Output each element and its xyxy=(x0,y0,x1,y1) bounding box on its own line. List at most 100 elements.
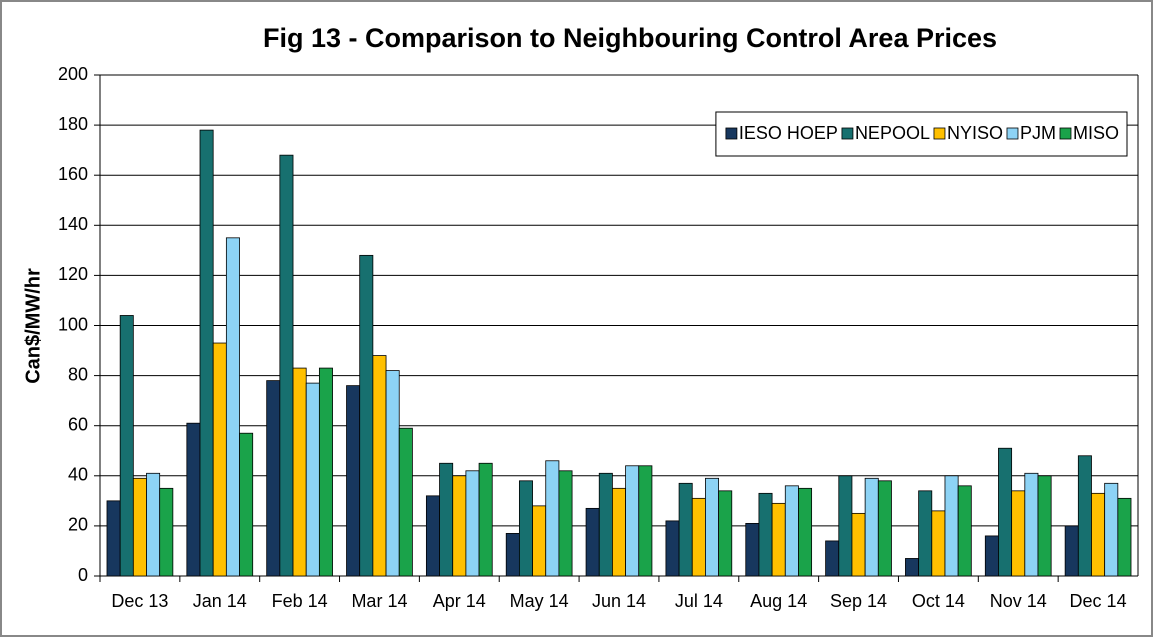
x-tick-label: Feb 14 xyxy=(272,591,328,611)
legend-swatch xyxy=(1059,127,1072,140)
y-tick-label: 200 xyxy=(58,64,88,84)
bar xyxy=(532,505,547,577)
bar xyxy=(625,465,640,577)
bar xyxy=(1091,492,1106,577)
legend: IESO HOEP NEPOOL NYISO PJM MISO xyxy=(715,111,1128,157)
y-axis-label: Can$/MW/hr xyxy=(22,268,44,384)
bar xyxy=(385,370,400,577)
bar xyxy=(1024,472,1039,577)
y-tick-label: 80 xyxy=(68,364,88,384)
bar xyxy=(132,477,147,577)
bar xyxy=(1064,525,1079,577)
legend-label: MISO xyxy=(1073,123,1119,143)
legend-box xyxy=(715,111,1128,157)
y-tick-label: 160 xyxy=(58,164,88,184)
legend-swatch xyxy=(933,127,946,140)
bar xyxy=(465,470,480,577)
x-tick-label: Aug 14 xyxy=(750,591,807,611)
bar xyxy=(798,487,813,577)
y-tick-label: 140 xyxy=(58,214,88,234)
bar xyxy=(478,462,493,577)
bar xyxy=(239,432,254,577)
bar xyxy=(718,490,733,577)
bar xyxy=(372,355,387,577)
legend-label: NEPOOL xyxy=(855,123,930,143)
legend-label: PJM xyxy=(1020,123,1056,143)
chart-title: Fig 13 - Comparison to Neighbouring Cont… xyxy=(263,23,997,53)
legend-swatch xyxy=(841,127,854,140)
bar xyxy=(318,367,333,577)
bar xyxy=(279,154,294,577)
bar xyxy=(1077,455,1092,577)
bar xyxy=(745,522,760,577)
bar xyxy=(705,477,720,577)
bar xyxy=(159,487,174,577)
y-tick-label: 40 xyxy=(68,465,88,485)
y-tick-label: 100 xyxy=(58,314,88,334)
x-tick-label: Jan 14 xyxy=(193,591,247,611)
bar xyxy=(106,500,121,577)
x-tick-label: Dec 13 xyxy=(111,591,168,611)
y-tick-label: 60 xyxy=(68,414,88,434)
bar xyxy=(851,512,866,577)
bar xyxy=(518,480,533,577)
x-tick-label: Jul 14 xyxy=(675,591,723,611)
bar xyxy=(758,492,773,577)
bar xyxy=(1011,490,1026,577)
x-tick-label: Apr 14 xyxy=(433,591,486,611)
x-tick-label: Oct 14 xyxy=(912,591,965,611)
y-tick-label: 120 xyxy=(58,264,88,284)
bar xyxy=(905,558,920,577)
y-tick-label: 0 xyxy=(78,565,88,585)
legend-swatch xyxy=(725,127,738,140)
bar xyxy=(225,237,240,577)
bar xyxy=(864,477,879,577)
bar xyxy=(346,385,361,577)
bar xyxy=(266,380,281,577)
bar xyxy=(359,254,374,577)
legend-label: IESO HOEP xyxy=(739,123,838,143)
x-tick-label: Nov 14 xyxy=(990,591,1047,611)
bar xyxy=(957,485,972,577)
bar xyxy=(505,533,520,577)
bar xyxy=(918,490,933,577)
bar xyxy=(598,472,613,577)
bar xyxy=(452,475,467,577)
legend-swatch xyxy=(1006,127,1019,140)
bar xyxy=(984,535,999,577)
x-tick-label: May 14 xyxy=(510,591,569,611)
bar xyxy=(186,422,201,577)
bar xyxy=(665,520,680,577)
bar xyxy=(305,382,320,577)
bar xyxy=(119,315,134,577)
bar xyxy=(771,502,786,577)
bar xyxy=(877,480,892,577)
legend-label: NYISO xyxy=(947,123,1003,143)
bar xyxy=(425,495,440,577)
y-tick-label: 180 xyxy=(58,114,88,134)
bar xyxy=(292,367,307,577)
bar xyxy=(545,460,560,577)
bar xyxy=(931,510,946,577)
x-tick-label: Dec 14 xyxy=(1070,591,1127,611)
bar xyxy=(638,465,653,577)
x-tick-label: Mar 14 xyxy=(351,591,407,611)
bar xyxy=(612,487,626,577)
bar xyxy=(439,462,454,577)
bar xyxy=(199,129,214,577)
bar xyxy=(838,475,853,577)
bar xyxy=(146,472,161,577)
x-tick-label: Jun 14 xyxy=(592,591,646,611)
y-tick-label: 20 xyxy=(68,515,88,535)
bar xyxy=(825,540,840,577)
bar xyxy=(212,342,227,577)
bar xyxy=(784,485,799,577)
bar xyxy=(678,482,693,577)
bar xyxy=(1037,475,1052,577)
bar xyxy=(1104,482,1119,577)
bar xyxy=(558,470,573,577)
bar xyxy=(585,507,600,577)
bar xyxy=(398,427,413,577)
